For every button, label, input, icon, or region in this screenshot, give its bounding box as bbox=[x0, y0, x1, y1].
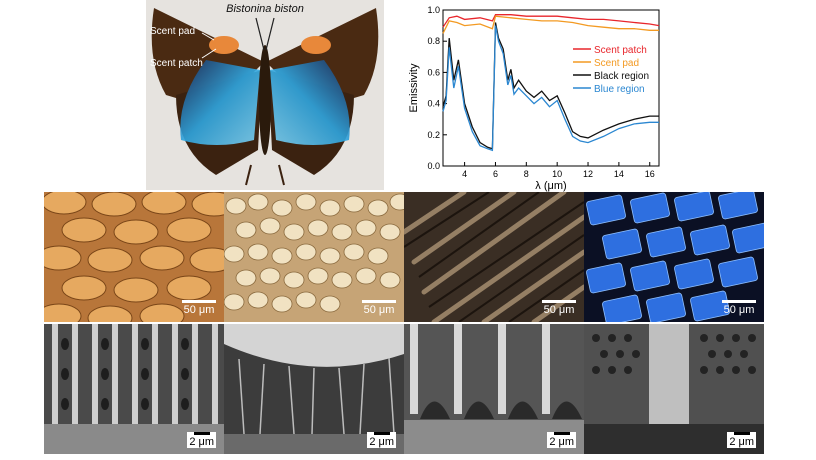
sem-micrograph-scent-pad: 2 μm bbox=[224, 324, 404, 454]
scale-bar: 50 μm bbox=[182, 300, 216, 316]
scale-label: 2 μm bbox=[729, 436, 754, 448]
series-line-black-region bbox=[442, 22, 659, 150]
black-region-scales-image bbox=[404, 192, 584, 322]
legend-label-black-region: Black region bbox=[594, 71, 649, 82]
sem-micrograph-blue-region: 2 μm bbox=[584, 324, 764, 454]
scale-bar: 2 μm bbox=[547, 432, 576, 448]
series-line-blue-region bbox=[442, 25, 659, 152]
scale-label: 2 μm bbox=[369, 436, 394, 448]
y-tick-label: 0.2 bbox=[427, 130, 440, 140]
legend-label-blue-region: Blue region bbox=[594, 84, 645, 95]
legend-label-scent-pad: Scent pad bbox=[594, 58, 639, 69]
sem-micrograph-scent-patch: 2 μm bbox=[44, 324, 224, 454]
scent-pad-scales-image bbox=[224, 192, 404, 322]
scale-bar: 50 μm bbox=[542, 300, 576, 316]
optical-micrograph-scent-patch: 50 μm bbox=[44, 192, 224, 322]
y-tick-label: 1.0 bbox=[427, 5, 440, 15]
scent-patch-scales-image bbox=[44, 192, 224, 322]
sem-micrograph-black-region: 2 μm bbox=[404, 324, 584, 454]
scale-label: 50 μm bbox=[183, 304, 215, 316]
x-tick-label: 8 bbox=[524, 169, 529, 179]
x-tick-label: 6 bbox=[493, 169, 498, 179]
butterfly-photo: Bistonina biston Scent pad Scent patch bbox=[146, 0, 384, 190]
scale-bar: 50 μm bbox=[362, 300, 396, 316]
optical-micrograph-blue-region: 50 μm bbox=[584, 192, 764, 322]
scale-label: 50 μm bbox=[363, 304, 395, 316]
scale-label: 2 μm bbox=[189, 436, 214, 448]
series-line-scent-pad bbox=[442, 15, 659, 34]
x-axis-label: λ (μm) bbox=[535, 180, 566, 192]
x-tick-label: 14 bbox=[614, 169, 624, 179]
butterfly-illustration bbox=[151, 8, 379, 186]
x-tick-label: 16 bbox=[645, 169, 655, 179]
optical-micrograph-scent-pad: 50 μm bbox=[224, 192, 404, 322]
y-axis-label: Emissivity bbox=[408, 63, 420, 112]
legend-label-scent-patch: Scent patch bbox=[594, 45, 647, 56]
x-tick-label: 10 bbox=[552, 169, 562, 179]
chart-axes: 4 6 8 10 12 14 16 0.0 0.2 0.4 0.6 0.8 1.0 bbox=[427, 5, 660, 179]
series-line-scent-patch bbox=[442, 14, 660, 28]
x-tick-label: 4 bbox=[462, 169, 467, 179]
emissivity-chart: 4 6 8 10 12 14 16 0.0 0.2 0.4 0.6 0.8 1.0 Scent patc… bbox=[408, 5, 660, 192]
scale-bar: 50 μm bbox=[722, 300, 756, 316]
scale-label: 50 μm bbox=[723, 304, 755, 316]
x-tick-label: 12 bbox=[583, 169, 593, 179]
y-tick-label: 0.8 bbox=[427, 36, 440, 46]
scale-bar: 2 μm bbox=[367, 432, 396, 448]
blue-region-sem-image bbox=[584, 324, 764, 454]
scale-label: 50 μm bbox=[543, 304, 575, 316]
chart-series bbox=[442, 14, 660, 152]
plot-frame bbox=[442, 9, 660, 167]
species-name: Bistonina biston bbox=[226, 3, 304, 15]
optical-micrograph-black-region: 50 μm bbox=[404, 192, 584, 322]
y-tick-label: 0.4 bbox=[427, 99, 440, 109]
scale-bar: 2 μm bbox=[727, 432, 756, 448]
scale-bar: 2 μm bbox=[187, 432, 216, 448]
scent-pad-sem-image bbox=[224, 324, 404, 454]
scent-patch-label: Scent patch bbox=[150, 58, 203, 69]
chart-legend: Scent patch Scent pad Black region Blue reg… bbox=[573, 45, 649, 95]
y-tick-label: 0.6 bbox=[427, 67, 440, 77]
y-tick-label: 0.0 bbox=[427, 161, 440, 171]
scale-label: 2 μm bbox=[549, 436, 574, 448]
scent-pad-label: Scent pad bbox=[150, 26, 196, 37]
